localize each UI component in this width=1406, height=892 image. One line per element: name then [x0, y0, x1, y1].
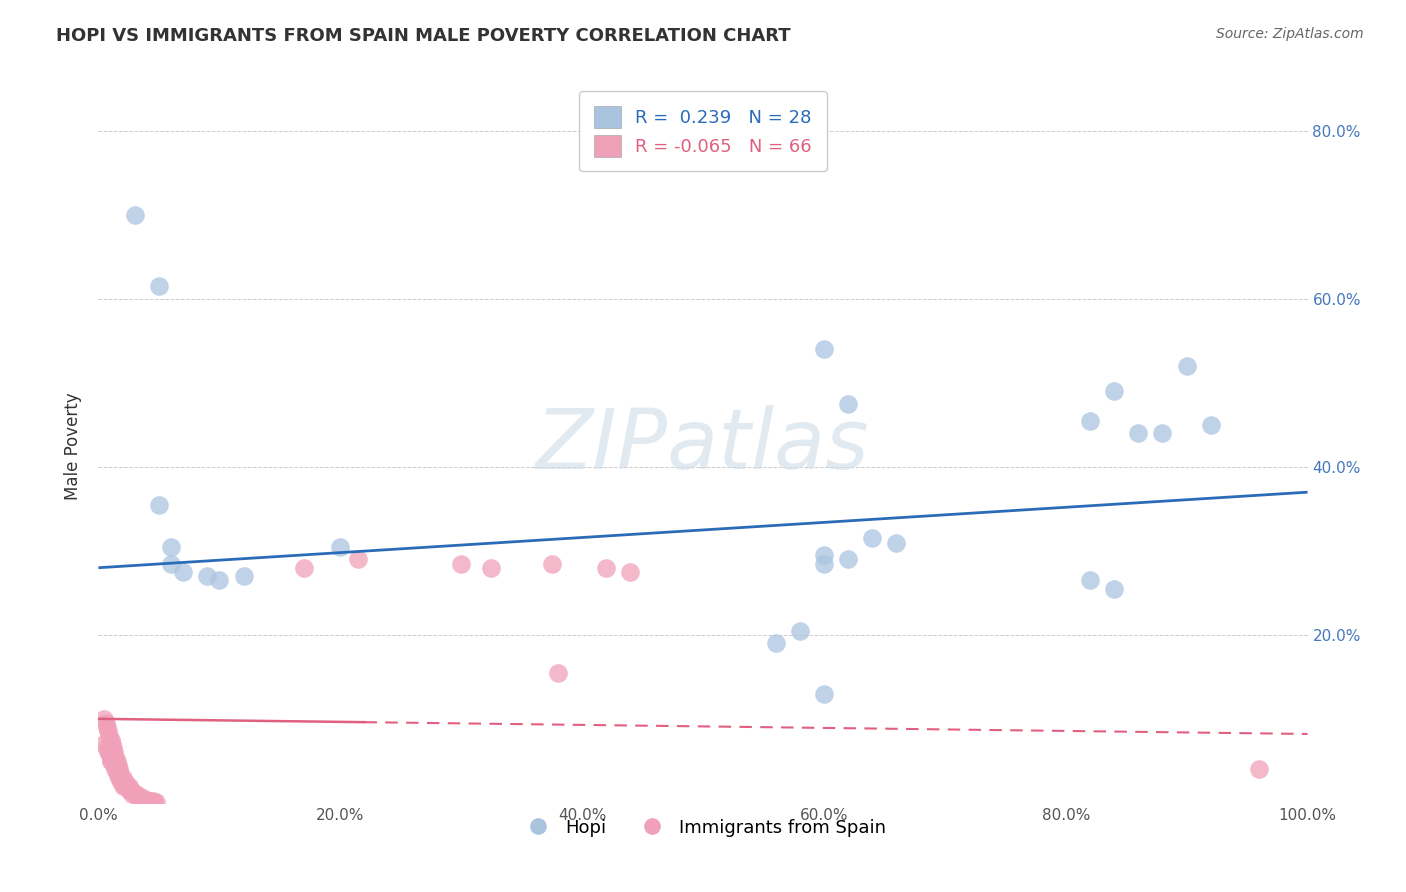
Point: [540, 557, 562, 571]
Point: [860, 532, 883, 546]
Point: [105, 766, 128, 780]
Text: ZIPatlas: ZIPatlas: [536, 406, 870, 486]
Point: [813, 687, 835, 701]
Point: [195, 569, 218, 583]
Point: [813, 343, 835, 357]
Point: [115, 779, 138, 793]
Point: [595, 560, 617, 574]
Point: [1128, 426, 1150, 441]
Point: [127, 789, 149, 803]
Point: [101, 754, 124, 768]
Point: [107, 758, 129, 772]
Point: [100, 749, 122, 764]
Point: [292, 560, 315, 574]
Point: [100, 754, 122, 768]
Point: [1175, 359, 1198, 374]
Point: [148, 498, 170, 512]
Point: [120, 783, 142, 797]
Point: [100, 754, 122, 768]
Point: [100, 732, 122, 747]
Point: [837, 552, 859, 566]
Text: HOPI VS IMMIGRANTS FROM SPAIN MALE POVERTY CORRELATION CHART: HOPI VS IMMIGRANTS FROM SPAIN MALE POVER…: [56, 27, 790, 45]
Point: [111, 771, 134, 785]
Point: [886, 535, 908, 549]
Point: [148, 279, 170, 293]
Point: [111, 774, 134, 789]
Point: [105, 754, 128, 768]
Point: [135, 793, 157, 807]
Point: [1152, 426, 1174, 441]
Point: [98, 746, 121, 760]
Point: [160, 540, 183, 554]
Point: [1102, 582, 1125, 596]
Point: [450, 557, 472, 571]
Point: [138, 794, 160, 808]
Point: [118, 779, 141, 793]
Point: [100, 737, 122, 751]
Point: [837, 397, 859, 411]
Point: [129, 789, 152, 804]
Point: [160, 557, 183, 571]
Point: [1249, 762, 1271, 776]
Point: [108, 766, 131, 780]
Point: [118, 783, 141, 797]
Point: [1102, 384, 1125, 399]
Point: [127, 789, 149, 803]
Point: [481, 560, 503, 574]
Point: [813, 548, 835, 562]
Point: [1199, 417, 1222, 432]
Point: [108, 771, 131, 785]
Point: [114, 779, 136, 793]
Point: [108, 771, 131, 785]
Point: [105, 762, 128, 776]
Point: [145, 795, 167, 809]
Point: [1078, 574, 1101, 588]
Point: [104, 749, 127, 764]
Point: [143, 795, 166, 809]
Point: [110, 774, 132, 789]
Point: [117, 779, 139, 793]
Point: [108, 762, 131, 776]
Point: [765, 636, 787, 650]
Point: [232, 569, 254, 583]
Point: [1078, 414, 1101, 428]
Point: [111, 779, 134, 793]
Point: [131, 791, 153, 805]
Point: [93, 737, 115, 751]
Point: [101, 741, 124, 756]
Point: [789, 624, 811, 638]
Point: [96, 741, 118, 756]
Point: [813, 557, 835, 571]
Point: [93, 712, 115, 726]
Point: [142, 794, 165, 808]
Point: [98, 729, 121, 743]
Text: Source: ZipAtlas.com: Source: ZipAtlas.com: [1216, 27, 1364, 41]
Point: [172, 565, 194, 579]
Point: [104, 762, 127, 776]
Point: [114, 774, 136, 789]
Point: [134, 793, 156, 807]
Point: [121, 788, 143, 802]
Point: [329, 540, 352, 554]
Point: [139, 794, 162, 808]
Point: [619, 565, 641, 579]
Point: [97, 724, 120, 739]
Point: [125, 788, 148, 802]
Y-axis label: Male Poverty: Male Poverty: [65, 392, 83, 500]
Point: [124, 788, 146, 802]
Legend: Hopi, Immigrants from Spain: Hopi, Immigrants from Spain: [513, 812, 893, 844]
Point: [124, 208, 146, 222]
Point: [112, 774, 135, 789]
Point: [94, 716, 117, 731]
Point: [132, 791, 155, 805]
Point: [547, 665, 569, 680]
Point: [208, 574, 231, 588]
Point: [103, 746, 125, 760]
Point: [103, 758, 125, 772]
Point: [96, 720, 118, 734]
Point: [347, 552, 370, 566]
Point: [118, 783, 141, 797]
Point: [97, 746, 120, 760]
Point: [107, 766, 129, 780]
